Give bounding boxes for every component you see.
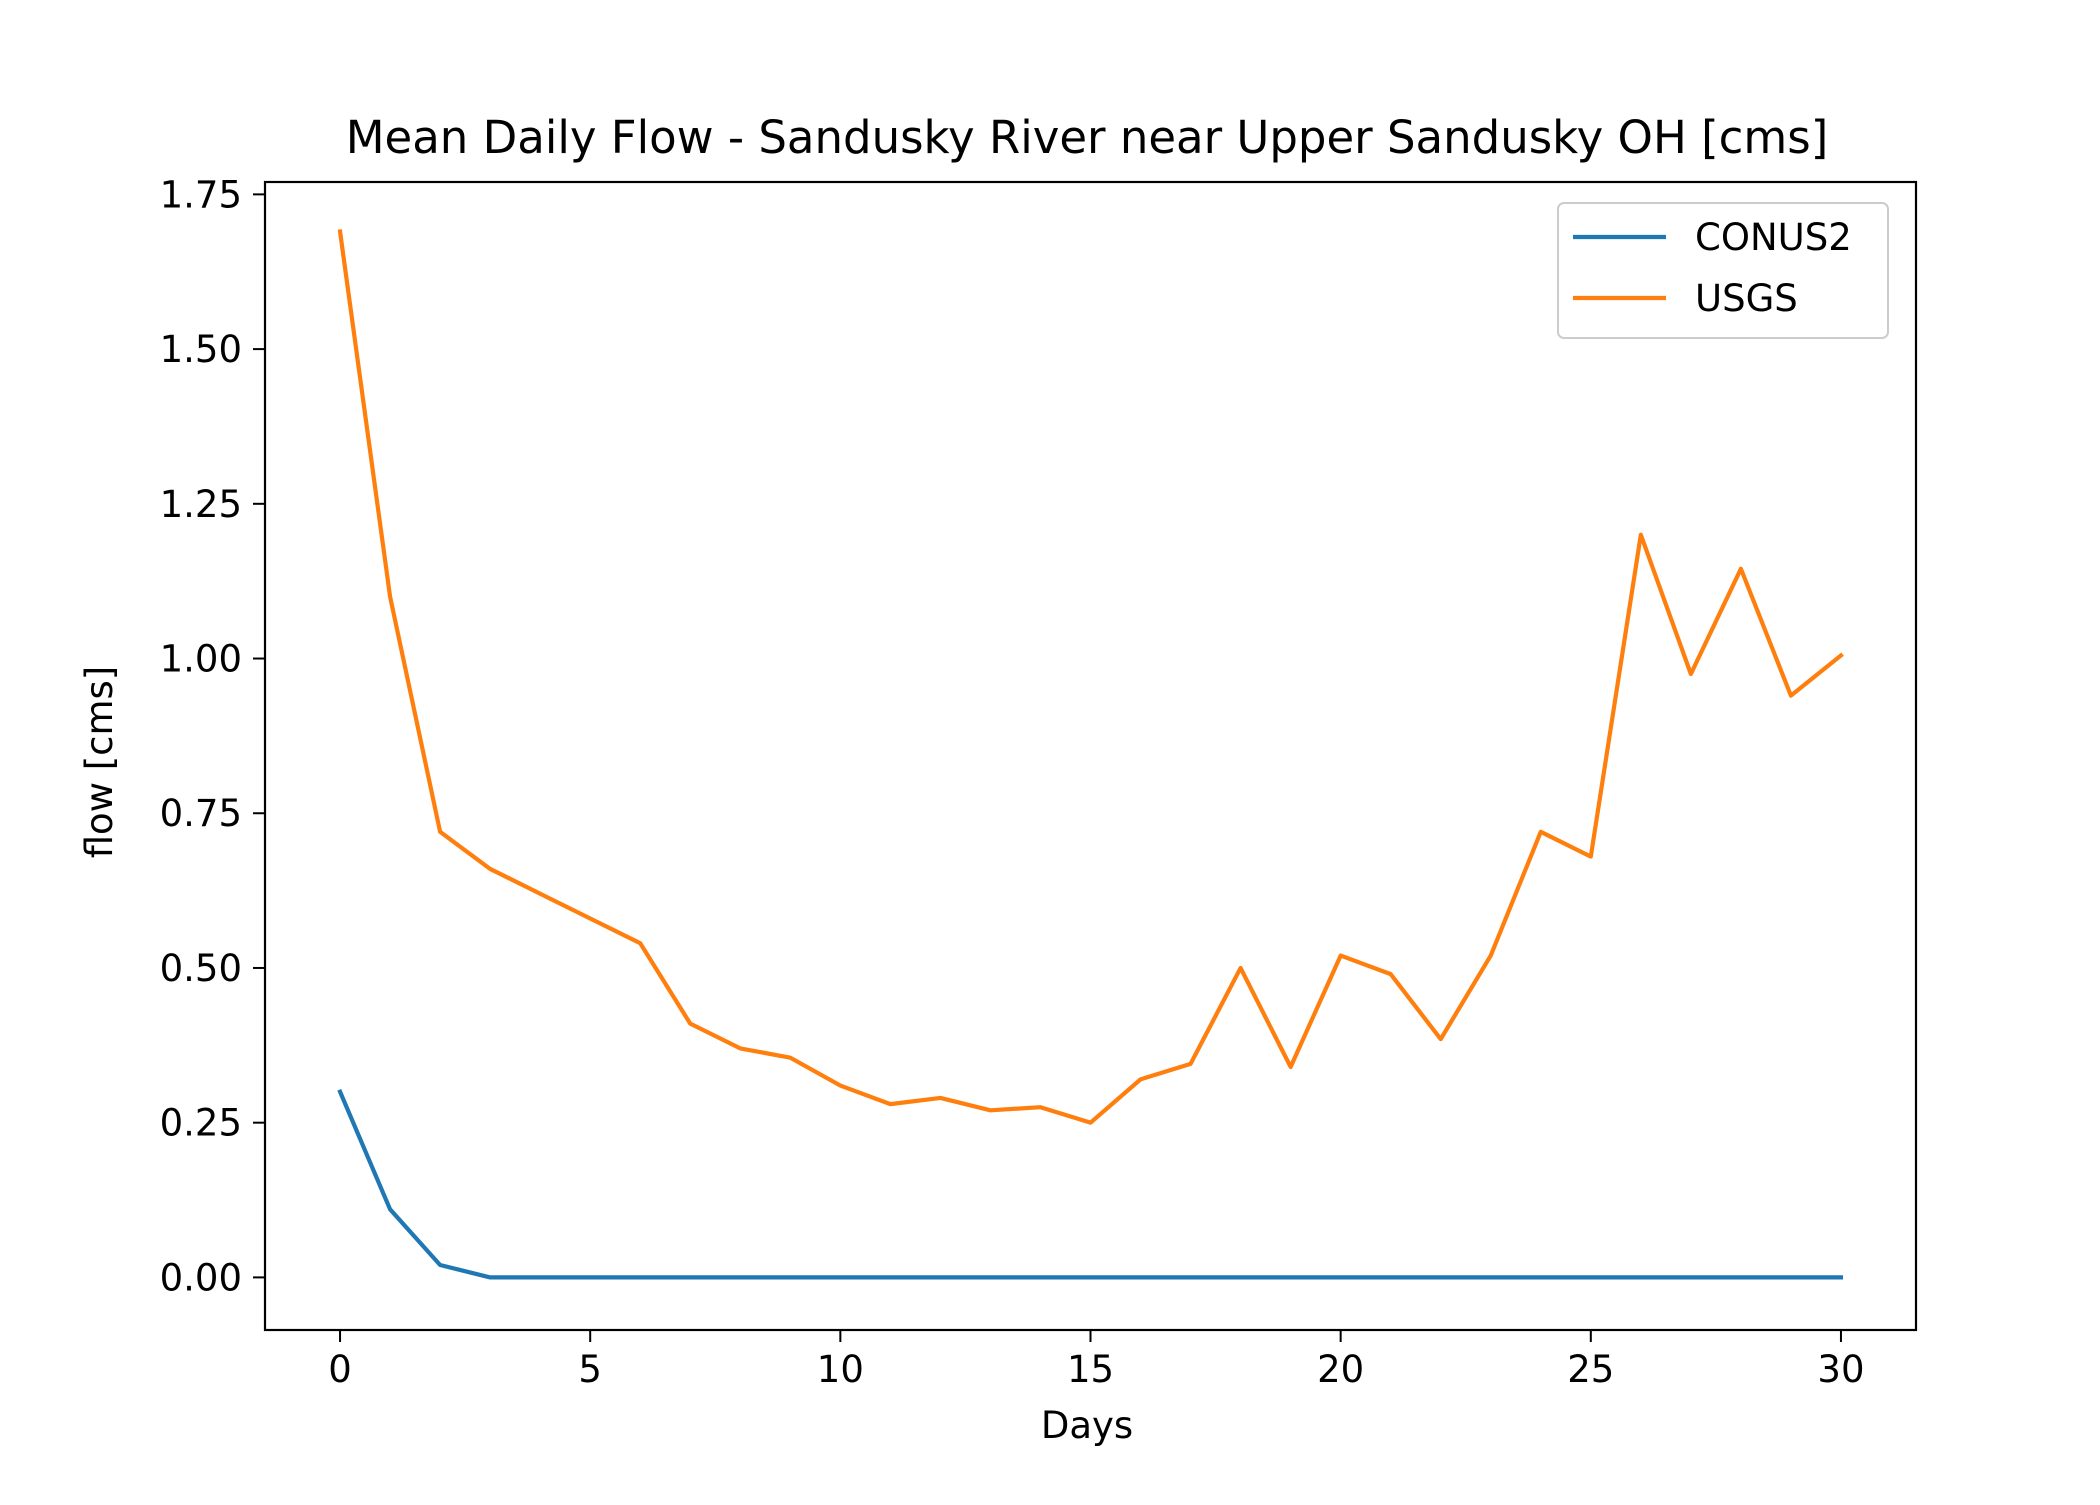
y-tick-label: 0.00: [160, 1256, 242, 1299]
y-tick-label: 1.50: [160, 328, 242, 371]
legend-label-usgs: USGS: [1695, 277, 1798, 320]
x-tick-label: 0: [328, 1348, 352, 1391]
legend: CONUS2 USGS: [1557, 202, 1889, 339]
series-line-conus2: [337, 1088, 1844, 1280]
x-tick-label: 10: [817, 1348, 864, 1391]
plot-area: [337, 229, 1844, 1280]
legend-label-conus2: CONUS2: [1695, 216, 1852, 259]
y-tick-label: 0.25: [160, 1102, 242, 1145]
x-tick-label: 25: [1567, 1348, 1614, 1391]
chart-title: Mean Daily Flow - Sandusky River near Up…: [346, 111, 1829, 164]
axis-ticks: 0 5 10 15 20 25 30 0.00 0.25 0.50 0.75 1.00 1.25 1.50…: [160, 173, 1865, 1391]
y-tick-label: 0.75: [160, 792, 242, 835]
x-tick-label: 20: [1317, 1348, 1364, 1391]
x-tick-label: 30: [1817, 1348, 1864, 1391]
y-tick-label: 1.75: [160, 173, 242, 216]
y-axis-label: flow [cms]: [78, 666, 121, 859]
series-line-usgs: [337, 229, 1844, 1125]
x-axis-label: Days: [1041, 1404, 1133, 1447]
y-tick-label: 1.00: [160, 638, 242, 681]
y-tick-label: 0.50: [160, 947, 242, 990]
y-tick-label: 1.25: [160, 483, 242, 526]
x-tick-label: 5: [578, 1348, 602, 1391]
x-tick-label: 15: [1067, 1348, 1114, 1391]
